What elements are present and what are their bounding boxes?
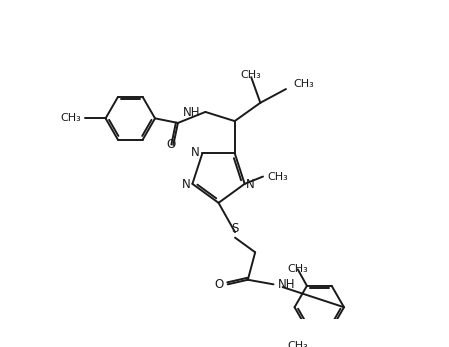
Text: NH: NH bbox=[278, 278, 295, 291]
Text: CH₃: CH₃ bbox=[268, 171, 288, 181]
Text: CH₃: CH₃ bbox=[287, 264, 308, 274]
Text: N: N bbox=[191, 146, 200, 159]
Text: CH₃: CH₃ bbox=[60, 113, 81, 123]
Text: S: S bbox=[231, 222, 239, 235]
Text: N: N bbox=[246, 178, 254, 191]
Text: CH₃: CH₃ bbox=[293, 79, 314, 90]
Text: N: N bbox=[182, 178, 190, 191]
Text: CH₃: CH₃ bbox=[241, 70, 262, 80]
Text: O: O bbox=[166, 138, 175, 151]
Text: O: O bbox=[214, 278, 223, 291]
Text: NH: NH bbox=[183, 107, 201, 119]
Text: CH₃: CH₃ bbox=[287, 341, 308, 347]
